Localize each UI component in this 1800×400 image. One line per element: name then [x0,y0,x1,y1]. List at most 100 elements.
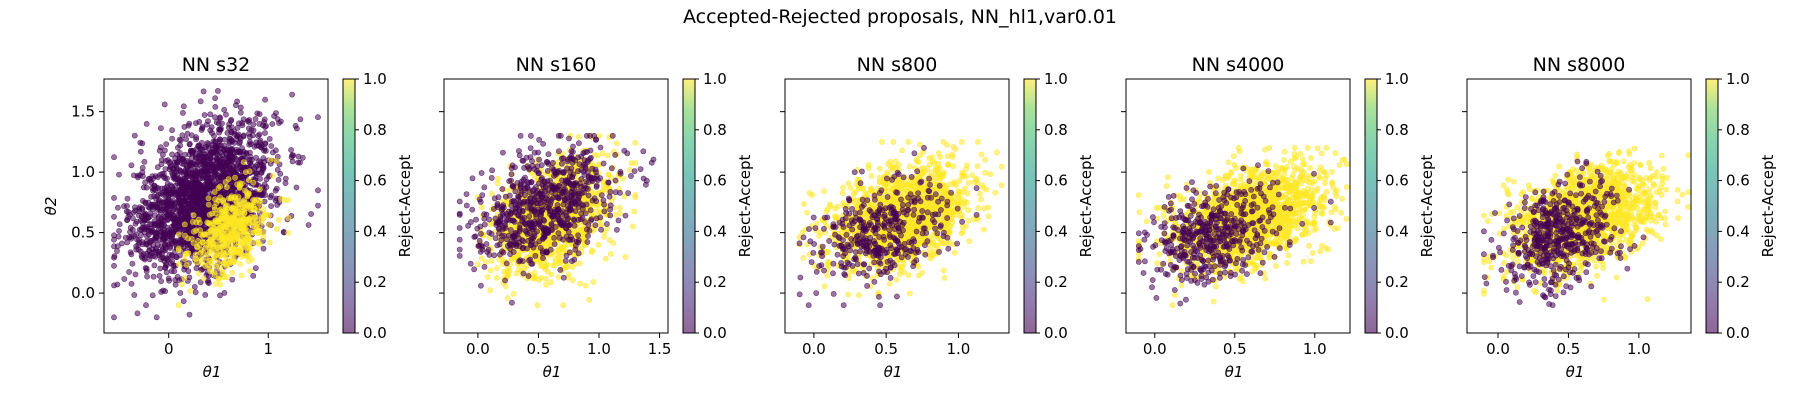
scatter-point [125,208,132,215]
scatter-point [244,201,251,208]
scatter-point [237,261,243,267]
scatter-point [524,204,531,211]
scatter-point [575,250,582,257]
scatter-point [587,207,594,214]
scatter-point [975,205,982,211]
scatter-point [609,132,616,139]
scatter-point [510,290,517,297]
scatter-point [190,212,197,219]
scatter-point [617,189,623,196]
scatter-point [469,206,476,213]
scatter-point [632,139,639,146]
scatter-point [192,181,199,188]
scatter-point [179,175,186,182]
scatter-point [177,239,183,246]
y-tick-label: 0.5 [71,224,95,242]
scatter-point [630,223,636,230]
scatter-point [624,150,631,157]
scatter-point [631,168,638,174]
scatter-point [568,165,575,172]
scatter-point [550,213,557,220]
scatter-point [167,190,174,197]
scatter-point [244,253,251,260]
scatter-point [315,114,321,121]
scatter-point [502,222,508,228]
scatter-point [197,98,204,105]
scatter-point [616,210,623,217]
scatter-point [528,132,534,139]
scatter-point [592,151,598,158]
scatter-point [292,122,299,129]
scatter-point [308,211,314,217]
scatter-point [209,241,216,248]
scatter-point [492,235,499,242]
scatter-point [260,206,267,213]
scatter-point [230,207,237,214]
scatter-point [545,205,552,212]
scatter-point [478,170,485,176]
scatter-point [551,241,558,247]
scatter-point [253,223,260,230]
scatter-point [155,226,162,233]
scatter-point [262,140,268,147]
scatter-point [890,138,897,145]
scatter-point [229,269,236,276]
scatter-point [602,255,609,262]
scatter-point [471,266,477,273]
scatter-point [585,233,591,239]
scatter-point [486,216,493,223]
scatter-point [487,287,494,294]
scatter-point [589,197,596,204]
scatter-point [552,190,559,197]
scatter-point [551,249,558,256]
scatter-point [250,272,257,279]
scatter-point [637,166,644,172]
scatter-point [586,296,593,303]
scatter-point [540,248,546,255]
scatter-point [201,231,208,238]
scatter-point [494,180,501,187]
scatter-point [196,150,203,157]
scatter-point [114,281,121,288]
scatter-point [130,172,137,179]
scatter-point [179,281,185,287]
scatter-point [228,252,235,259]
scatter-point [221,289,228,296]
scatter-point [481,211,487,218]
colorbar-tick-label: 0.0 [703,324,727,342]
scatter-point [614,226,620,233]
scatter-point [227,166,234,173]
scatter-point [534,302,541,309]
scatter-point [484,274,491,280]
scatter-point [568,207,575,213]
scatter-point [237,104,244,111]
scatter-point [478,255,485,262]
scatter-point [463,191,470,197]
scatter-point [601,233,607,240]
scatter-point [463,202,470,209]
scatter-point [152,187,159,193]
scatter-point [219,173,226,180]
scatter-point [575,133,582,140]
scatter-point [469,175,476,182]
scatter-point [273,157,280,164]
scatter-point [510,182,516,189]
scatter-point [495,218,502,225]
scatter-point [111,194,117,201]
scatter-point [185,250,192,256]
scatter-point [236,140,243,147]
scatter-point [543,195,549,202]
scatter-point [217,127,224,133]
scatter-point [289,91,295,98]
scatter-point [268,203,274,209]
figure-suptitle: Accepted-Rejected proposals, NN_hl1,var0… [683,6,1117,28]
scatter-point [152,173,159,179]
scatter-point [199,124,206,130]
scatter-point [285,229,292,236]
scatter-point [247,268,254,274]
scatter-point [289,158,296,165]
scatter-point [181,256,188,262]
scatter-point [153,221,160,227]
